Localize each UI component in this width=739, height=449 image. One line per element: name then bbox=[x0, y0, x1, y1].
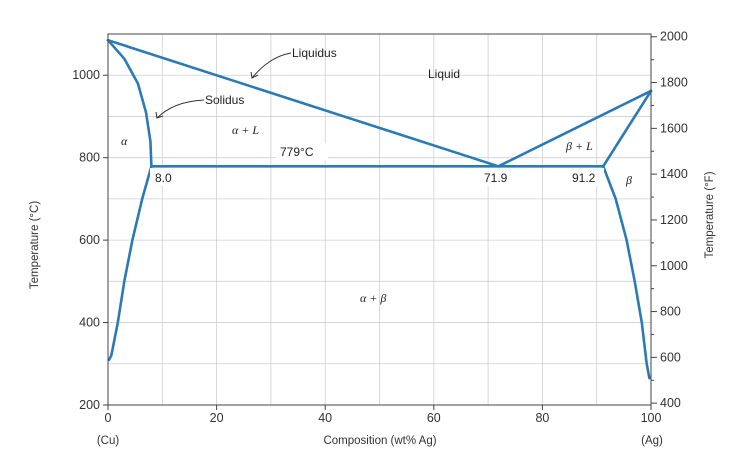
beta-liquid-region-label: β + L bbox=[565, 139, 593, 153]
liquidus-callout-label: Liquidus bbox=[292, 46, 337, 60]
beta-composition-label: 91.2 bbox=[572, 171, 596, 185]
eutectic-composition-label: 71.9 bbox=[484, 171, 508, 185]
y-tick-label: 800 bbox=[79, 151, 100, 165]
y-tick-label: 400 bbox=[79, 316, 100, 330]
liquidus-leader-line bbox=[251, 52, 292, 79]
alpha-region-label: α bbox=[121, 134, 128, 148]
y2-tick-label: 1800 bbox=[660, 76, 688, 90]
y-tick-label: 600 bbox=[79, 233, 100, 247]
solidus-callout-label: Solidus bbox=[205, 93, 244, 107]
eutectic-temperature-label: 779°C bbox=[280, 145, 314, 159]
liquidus-leader-arrow bbox=[250, 71, 259, 79]
label-masks bbox=[150, 143, 604, 186]
boundary-solidus-alpha bbox=[106, 38, 153, 168]
boundary-solvus-beta bbox=[601, 165, 651, 380]
alpha-composition-label: 8.0 bbox=[155, 171, 172, 185]
beta-region-label: β bbox=[625, 173, 632, 187]
phase-boundaries bbox=[106, 38, 653, 380]
x-tick-label: 0 bbox=[105, 411, 112, 425]
y2-tick-label: 1400 bbox=[660, 167, 688, 181]
y2-tick-label: 800 bbox=[660, 305, 681, 319]
boundary-solvus-alpha bbox=[107, 165, 153, 361]
boundary-liquidus-ag bbox=[497, 89, 653, 168]
y2-axis-title: Temperature (°F) bbox=[704, 171, 716, 258]
x-tick-label: 100 bbox=[641, 411, 662, 425]
x-tick-label: 20 bbox=[210, 411, 224, 425]
x-axis-title: Composition (wt% Ag) bbox=[323, 435, 436, 447]
boundary-solidus-beta bbox=[601, 89, 653, 168]
alpha-liquid-region-label: α + L bbox=[232, 123, 259, 137]
liquid-region-label: Liquid bbox=[428, 67, 460, 81]
label-mask bbox=[150, 168, 184, 186]
y2-tick-label: 1600 bbox=[660, 121, 688, 135]
solidus-leader-line bbox=[156, 99, 205, 119]
plot-frame bbox=[103, 33, 657, 410]
y-tick-label: 1000 bbox=[72, 68, 100, 82]
y-axis-title: Temperature (°C) bbox=[29, 201, 41, 289]
y2-tick-label: 2000 bbox=[660, 30, 688, 44]
y2-tick-label: 1000 bbox=[660, 259, 688, 273]
alpha-beta-region-label: α + β bbox=[360, 291, 386, 305]
grid-layer bbox=[108, 34, 651, 405]
y2-tick-label: 1200 bbox=[660, 213, 688, 227]
y-tick-label: 200 bbox=[79, 398, 100, 412]
y2-tick-label: 600 bbox=[660, 350, 681, 364]
x-end-label-cu: (Cu) bbox=[97, 435, 120, 447]
boundary-liquidus-cu bbox=[106, 38, 500, 168]
x-end-label-ag: (Ag) bbox=[641, 435, 663, 447]
solidus-leader-arrow bbox=[155, 111, 164, 119]
x-tick-label: 40 bbox=[318, 411, 332, 425]
label-mask bbox=[480, 168, 518, 186]
label-mask bbox=[276, 143, 328, 161]
y2-tick-label: 400 bbox=[660, 396, 681, 410]
label-mask bbox=[568, 168, 604, 186]
x-tick-label: 60 bbox=[427, 411, 441, 425]
x-tick-label: 80 bbox=[535, 411, 549, 425]
